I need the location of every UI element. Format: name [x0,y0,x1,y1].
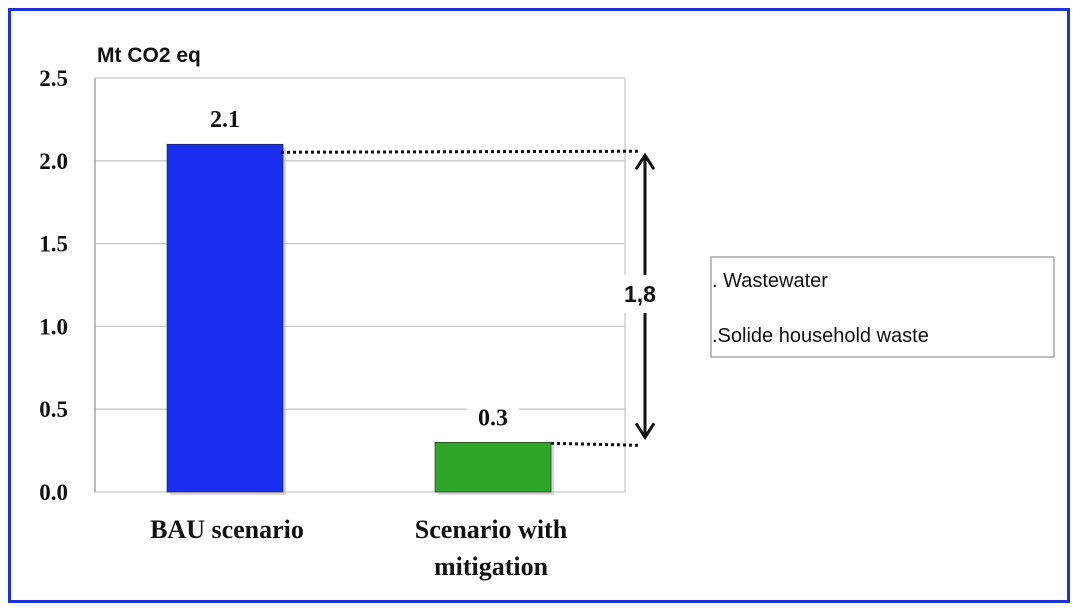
data-labels: 2.1 0.3 [199,105,519,434]
bar [166,143,284,493]
category-labels: BAU scenario Scenario with mitigation [150,515,568,581]
y-unit-label: Mt CO2 eq [97,44,201,67]
y-tick-label: 1.0 [39,314,68,339]
data-label-bg [467,403,519,434]
arrow-head-down [634,422,656,441]
y-tick-label: 2.5 [39,66,68,91]
leader-line-top [280,149,641,154]
y-tick-labels: 0.0 0.5 1.0 1.5 2.0 2.5 [39,66,68,505]
y-tick-label: 1.5 [39,232,68,257]
data-label: 0.3 [478,405,508,431]
y-tick-label: 2.0 [39,149,68,174]
legend-entry: . Wastewater [712,270,828,292]
category-label: BAU scenario [150,515,304,544]
category-label: mitigation [434,552,549,581]
y-tick-label: 0.5 [39,397,68,422]
legend-entry: .Solide household waste [712,325,929,347]
category-label: Scenario with [415,515,568,544]
difference-label-bg [613,275,677,313]
data-label: 2.1 [210,107,240,133]
legend-box [710,256,1055,358]
arrow-head-up [634,152,656,171]
difference-annotation-group: 1,8 [280,149,677,447]
difference-label: 1,8 [624,281,656,307]
bar [434,442,552,493]
bars [166,143,554,496]
data-label-bg [199,105,251,136]
chart-frame [8,8,1070,603]
leader-line-bottom [550,441,641,447]
legend: . Wastewater .Solide household waste [710,256,1055,358]
y-tick-label: 0.0 [39,480,68,505]
